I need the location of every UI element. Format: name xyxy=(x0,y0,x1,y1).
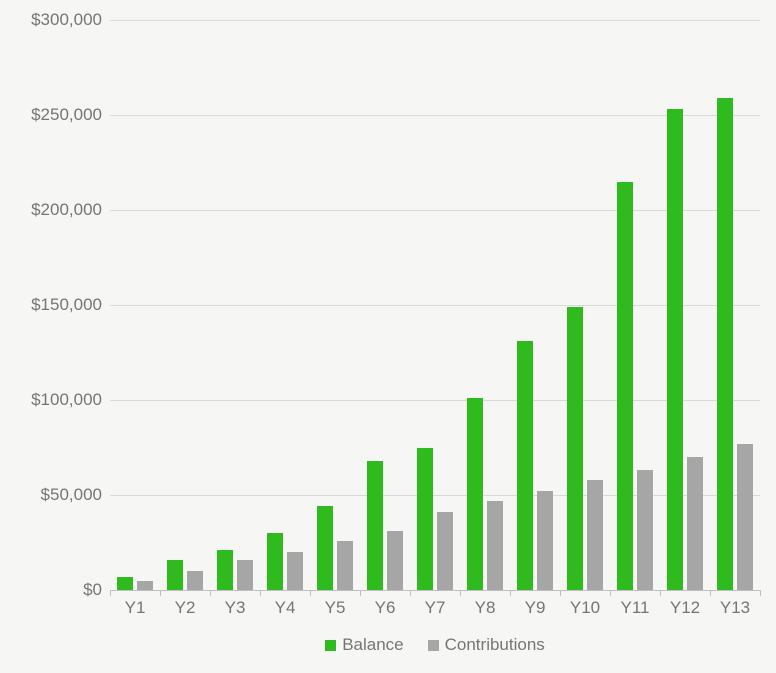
bar-contributions xyxy=(337,541,353,590)
bar-balance xyxy=(517,341,533,590)
x-axis-tick xyxy=(760,590,761,596)
x-axis-tick xyxy=(710,590,711,596)
gridline xyxy=(110,400,760,401)
legend-item: Contributions xyxy=(428,635,545,655)
chart-container: $0 $50,000 $100,000 $150,000 $200,000 $250,00… xyxy=(0,0,776,673)
x-axis-tick xyxy=(110,590,111,596)
gridline xyxy=(110,20,760,21)
x-axis-tick xyxy=(660,590,661,596)
bar-contributions xyxy=(137,581,153,591)
x-axis-tick xyxy=(610,590,611,596)
legend-swatch xyxy=(428,640,439,651)
gridline xyxy=(110,495,760,496)
x-axis-tick xyxy=(560,590,561,596)
x-axis-tick xyxy=(360,590,361,596)
x-axis-tick xyxy=(310,590,311,596)
bar-contributions xyxy=(437,512,453,590)
bar-balance xyxy=(567,307,583,590)
x-axis-tick xyxy=(460,590,461,596)
legend-label: Contributions xyxy=(445,635,545,655)
x-axis-tick-label: Y9 xyxy=(525,598,546,618)
y-axis-tick-label: $100,000 xyxy=(2,390,102,410)
bar-balance xyxy=(267,533,283,590)
x-axis-tick-label: Y6 xyxy=(375,598,396,618)
legend: Balance Contributions xyxy=(110,635,760,655)
bar-balance xyxy=(367,461,383,590)
x-axis-tick xyxy=(260,590,261,596)
bar-balance xyxy=(167,560,183,590)
bar-contributions xyxy=(187,571,203,590)
bar-balance xyxy=(417,448,433,591)
gridline xyxy=(110,305,760,306)
x-axis-tick-label: Y4 xyxy=(275,598,296,618)
x-axis-tick-label: Y11 xyxy=(621,598,650,618)
bar-balance xyxy=(717,98,733,590)
y-axis-tick-label: $300,000 xyxy=(2,10,102,30)
bar-contributions xyxy=(637,470,653,590)
x-axis-tick-label: Y7 xyxy=(425,598,446,618)
y-axis-tick-label: $250,000 xyxy=(2,105,102,125)
bar-balance xyxy=(467,398,483,590)
x-axis-tick-label: Y5 xyxy=(325,598,346,618)
bar-contributions xyxy=(487,501,503,590)
bar-balance xyxy=(317,506,333,590)
gridline xyxy=(110,115,760,116)
x-axis-tick-label: Y13 xyxy=(720,598,750,618)
x-axis-tick-label: Y1 xyxy=(125,598,146,618)
bar-contributions xyxy=(287,552,303,590)
bar-contributions xyxy=(737,444,753,590)
x-axis-line xyxy=(110,590,760,591)
legend-item: Balance xyxy=(325,635,403,655)
bar-contributions xyxy=(237,560,253,590)
x-axis-tick xyxy=(210,590,211,596)
gridline xyxy=(110,210,760,211)
x-axis-tick-label: Y3 xyxy=(225,598,246,618)
bar-balance xyxy=(667,109,683,590)
x-axis-tick xyxy=(510,590,511,596)
bar-balance xyxy=(117,577,133,590)
bar-contributions xyxy=(587,480,603,590)
x-axis-tick-label: Y10 xyxy=(570,598,600,618)
legend-label: Balance xyxy=(342,635,403,655)
bar-contributions xyxy=(387,531,403,590)
x-axis-tick-label: Y2 xyxy=(175,598,196,618)
x-axis-tick-label: Y12 xyxy=(670,598,700,618)
bar-contributions xyxy=(687,457,703,590)
x-axis-tick xyxy=(160,590,161,596)
y-axis-tick-label: $200,000 xyxy=(2,200,102,220)
y-axis-tick-label: $50,000 xyxy=(2,485,102,505)
bar-balance xyxy=(617,182,633,591)
x-axis-tick xyxy=(410,590,411,596)
bar-contributions xyxy=(537,491,553,590)
x-axis-tick-label: Y8 xyxy=(475,598,496,618)
bar-balance xyxy=(217,550,233,590)
y-axis-tick-label: $0 xyxy=(2,580,102,600)
y-axis-tick-label: $150,000 xyxy=(2,295,102,315)
legend-swatch xyxy=(325,640,336,651)
